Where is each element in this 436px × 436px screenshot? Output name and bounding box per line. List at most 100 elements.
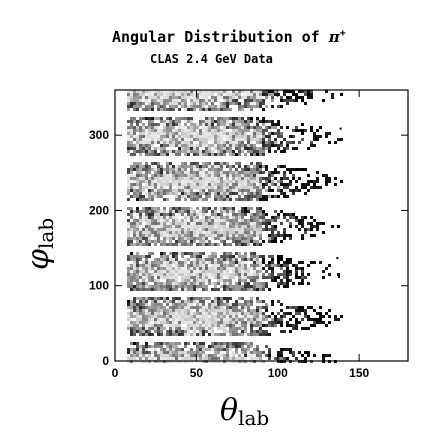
heatmap-cell xyxy=(298,267,301,270)
heatmap-cell xyxy=(217,348,220,351)
heatmap-cell xyxy=(133,147,136,150)
heatmap-cell xyxy=(235,174,238,177)
heatmap-cell xyxy=(289,171,292,174)
heatmap-cell xyxy=(166,234,169,237)
y-axis-subscript: lab xyxy=(34,218,58,249)
heatmap-cell xyxy=(196,198,199,201)
heatmap-cell xyxy=(184,318,187,321)
heatmap-cell xyxy=(127,174,130,177)
heatmap-cell xyxy=(148,195,151,198)
heatmap-cell xyxy=(274,357,277,360)
heatmap-cell xyxy=(241,333,244,336)
heatmap-cell xyxy=(295,264,298,267)
heatmap-cell xyxy=(142,273,145,276)
heatmap-cell xyxy=(238,303,241,306)
heatmap-cell xyxy=(196,237,199,240)
heatmap-cell xyxy=(247,273,250,276)
heatmap-cell xyxy=(163,216,166,219)
heatmap-cell xyxy=(157,165,160,168)
heatmap-cell xyxy=(169,270,172,273)
heatmap-cell xyxy=(223,324,226,327)
heatmap-cell xyxy=(169,171,172,174)
heatmap-cell xyxy=(259,324,262,327)
heatmap-cell xyxy=(214,357,217,360)
heatmap-cell xyxy=(148,108,151,111)
heatmap-cell xyxy=(214,255,217,258)
heatmap-cell xyxy=(211,96,214,99)
heatmap-cell xyxy=(196,309,199,312)
heatmap-cell xyxy=(238,123,241,126)
heatmap-cell xyxy=(253,126,256,129)
heatmap-cell xyxy=(193,357,196,360)
heatmap-cell xyxy=(253,312,256,315)
heatmap-cell xyxy=(169,180,172,183)
heatmap-cell xyxy=(235,285,238,288)
heatmap-cell xyxy=(193,135,196,138)
heatmap-cell xyxy=(169,162,172,165)
heatmap-cell xyxy=(271,261,274,264)
heatmap-cell xyxy=(292,351,295,354)
heatmap-cell xyxy=(217,117,220,120)
heatmap-cell xyxy=(271,303,274,306)
heatmap-cell xyxy=(193,126,196,129)
heatmap-cell xyxy=(226,261,229,264)
heatmap-cell xyxy=(301,276,304,279)
heatmap-cell xyxy=(295,327,298,330)
heatmap-cell xyxy=(166,342,169,345)
heatmap-cell xyxy=(148,330,151,333)
heatmap-cell xyxy=(172,276,175,279)
heatmap-cell xyxy=(151,105,154,108)
heatmap-cell xyxy=(157,99,160,102)
heatmap-cell xyxy=(127,192,130,195)
heatmap-cell xyxy=(253,252,256,255)
heatmap-cell xyxy=(205,237,208,240)
heatmap-cell xyxy=(148,234,151,237)
heatmap-cell xyxy=(256,189,259,192)
heatmap-cell xyxy=(190,171,193,174)
heatmap-cell xyxy=(205,138,208,141)
heatmap-cell xyxy=(280,234,283,237)
heatmap-cell xyxy=(232,234,235,237)
heatmap-cell xyxy=(151,288,154,291)
heatmap-cell xyxy=(157,129,160,132)
heatmap-cell xyxy=(148,243,151,246)
heatmap-cell xyxy=(142,126,145,129)
heatmap-cell xyxy=(277,231,280,234)
heatmap-cell xyxy=(283,138,286,141)
heatmap-cell xyxy=(325,132,328,135)
heatmap-cell xyxy=(205,198,208,201)
heatmap-cell xyxy=(157,153,160,156)
heatmap-cell xyxy=(142,132,145,135)
heatmap-cell xyxy=(139,186,142,189)
heatmap-cell xyxy=(151,270,154,273)
heatmap-cell xyxy=(334,318,337,321)
heatmap-cell xyxy=(241,330,244,333)
heatmap-cell xyxy=(136,198,139,201)
heatmap-cell xyxy=(190,318,193,321)
heatmap-cell xyxy=(136,282,139,285)
heatmap-cell xyxy=(154,306,157,309)
heatmap-cell xyxy=(127,144,130,147)
heatmap-cell xyxy=(301,279,304,282)
heatmap-cell xyxy=(166,126,169,129)
heatmap-cell xyxy=(226,357,229,360)
heatmap-cell xyxy=(217,219,220,222)
heatmap-cell xyxy=(256,306,259,309)
heatmap-cell xyxy=(277,354,280,357)
heatmap-cell xyxy=(133,153,136,156)
heatmap-cell xyxy=(247,147,250,150)
heatmap-cell xyxy=(223,282,226,285)
heatmap-cell xyxy=(217,354,220,357)
heatmap-cell xyxy=(310,129,313,132)
heatmap-cell xyxy=(205,279,208,282)
heatmap-cell xyxy=(187,222,190,225)
heatmap-cell xyxy=(292,174,295,177)
heatmap-cell xyxy=(268,126,271,129)
heatmap-cell xyxy=(196,354,199,357)
heatmap-cell xyxy=(142,237,145,240)
heatmap-cell xyxy=(241,171,244,174)
heatmap-cell xyxy=(160,135,163,138)
heatmap-cell xyxy=(301,318,304,321)
heatmap-cell xyxy=(187,132,190,135)
heatmap-cell xyxy=(220,210,223,213)
